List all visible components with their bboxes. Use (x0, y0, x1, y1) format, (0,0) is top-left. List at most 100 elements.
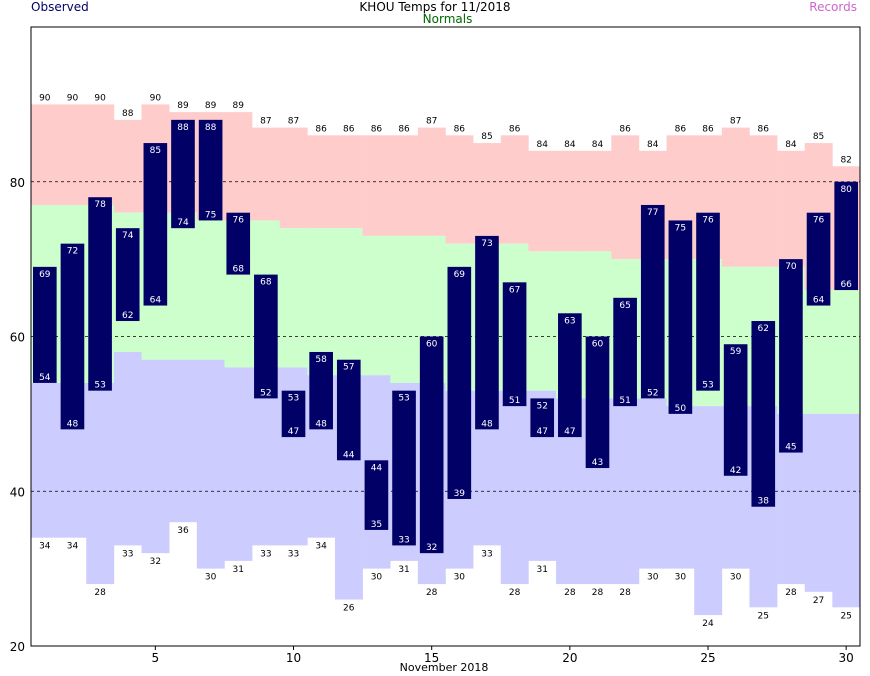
observed-high-label: 58 (315, 355, 327, 365)
record-high-band (556, 150, 584, 252)
record-high-label: 86 (398, 124, 410, 134)
record-high-label: 90 (67, 93, 79, 103)
observed-bar (585, 336, 610, 469)
observed-low-label: 47 (536, 427, 547, 437)
normal-band (390, 235, 419, 383)
observed-bar (60, 243, 85, 430)
observed-low-label: 47 (288, 427, 299, 437)
record-high-label: 84 (647, 140, 659, 150)
record-low-label: 26 (343, 604, 355, 614)
observed-low-label: 42 (730, 466, 741, 476)
normal-band (832, 290, 861, 414)
observed-high-label: 88 (177, 123, 189, 133)
observed-high-label: 76 (233, 216, 245, 226)
observed-bar (392, 390, 416, 546)
observed-low-label: 39 (454, 489, 466, 499)
record-high-label: 86 (315, 124, 327, 134)
y-tick-label: 80 (10, 176, 25, 190)
record-low-label: 25 (840, 611, 851, 621)
observed-high-label: 59 (730, 347, 742, 357)
record-low-band (196, 359, 225, 569)
x-tick-label: 5 (152, 651, 160, 665)
normal-band (169, 212, 198, 360)
record-high-band (31, 104, 59, 205)
record-high-band (445, 135, 474, 244)
record-low-label: 31 (536, 565, 547, 575)
observed-high-label: 76 (702, 216, 714, 226)
record-high-band (58, 104, 87, 205)
record-low-label: 30 (675, 573, 687, 583)
record-low-band (804, 413, 833, 592)
observed-bar (613, 297, 637, 407)
normal-band (279, 228, 308, 368)
record-high-label: 86 (371, 124, 383, 134)
y-tick-label: 20 (10, 640, 25, 654)
observed-high-label: 62 (758, 324, 769, 334)
record-high-band (113, 119, 142, 213)
observed-low-label: 47 (564, 427, 575, 437)
record-high-label: 90 (39, 93, 51, 103)
observed-high-label: 60 (592, 340, 604, 350)
observed-low-label: 48 (67, 419, 79, 429)
observed-high-label: 77 (647, 208, 658, 218)
record-high-label: 84 (536, 140, 548, 150)
record-low-label: 32 (150, 557, 161, 567)
record-high-band (500, 135, 529, 244)
record-low-label: 34 (315, 542, 327, 552)
record-high-label: 86 (675, 124, 687, 134)
x-tick-label: 20 (562, 651, 577, 665)
observed-bar (254, 274, 278, 399)
observed-low-label: 48 (481, 419, 493, 429)
record-high-label: 86 (702, 124, 714, 134)
normal-band (196, 220, 225, 360)
observed-high-label: 68 (260, 278, 272, 288)
record-high-label: 87 (426, 117, 437, 127)
record-high-label: 86 (619, 124, 631, 134)
record-low-label: 28 (619, 588, 631, 598)
record-high-label: 86 (758, 124, 770, 134)
observed-low-label: 54 (39, 373, 51, 383)
observed-low-label: 32 (426, 543, 437, 553)
x-tick-label: 25 (700, 651, 715, 665)
observed-bar (447, 266, 472, 499)
observed-bar (502, 282, 527, 407)
observed-low-label: 74 (177, 218, 189, 228)
record-low-band (500, 390, 529, 585)
observed-high-label: 60 (426, 340, 438, 350)
normal-band (528, 251, 557, 391)
record-high-band (390, 135, 419, 236)
observed-low-label: 53 (702, 381, 713, 391)
observed-bar (364, 460, 389, 530)
record-high-label: 82 (840, 155, 851, 165)
observed-low-label: 64 (813, 296, 825, 306)
observed-bar (336, 359, 361, 461)
observed-low-label: 51 (619, 396, 630, 406)
record-high-band (224, 112, 253, 221)
record-low-band (31, 382, 59, 538)
observed-low-label: 35 (371, 520, 382, 530)
x-tick-label: 10 (286, 651, 301, 665)
record-low-label: 33 (122, 549, 133, 559)
record-low-label: 28 (509, 588, 521, 598)
record-high-label: 84 (592, 140, 604, 150)
observed-bar (806, 212, 831, 306)
observed-high-label: 69 (454, 270, 466, 280)
observed-low-label: 68 (233, 265, 245, 275)
record-low-band (638, 398, 667, 569)
record-low-label: 27 (813, 596, 824, 606)
record-high-band (611, 135, 640, 260)
observed-low-label: 48 (315, 419, 327, 429)
observed-high-label: 85 (150, 146, 161, 156)
record-high-label: 84 (785, 140, 797, 150)
observed-bar (668, 220, 693, 414)
observed-high-label: 88 (205, 123, 217, 133)
observed-low-label: 64 (150, 296, 162, 306)
x-tick-label: 15 (424, 651, 439, 665)
observed-bar (723, 344, 748, 476)
record-low-label: 30 (454, 573, 466, 583)
record-low-label: 33 (260, 549, 271, 559)
record-low-band (141, 359, 170, 554)
plot-frame (30, 26, 861, 647)
observed-low-label: 52 (647, 388, 658, 398)
